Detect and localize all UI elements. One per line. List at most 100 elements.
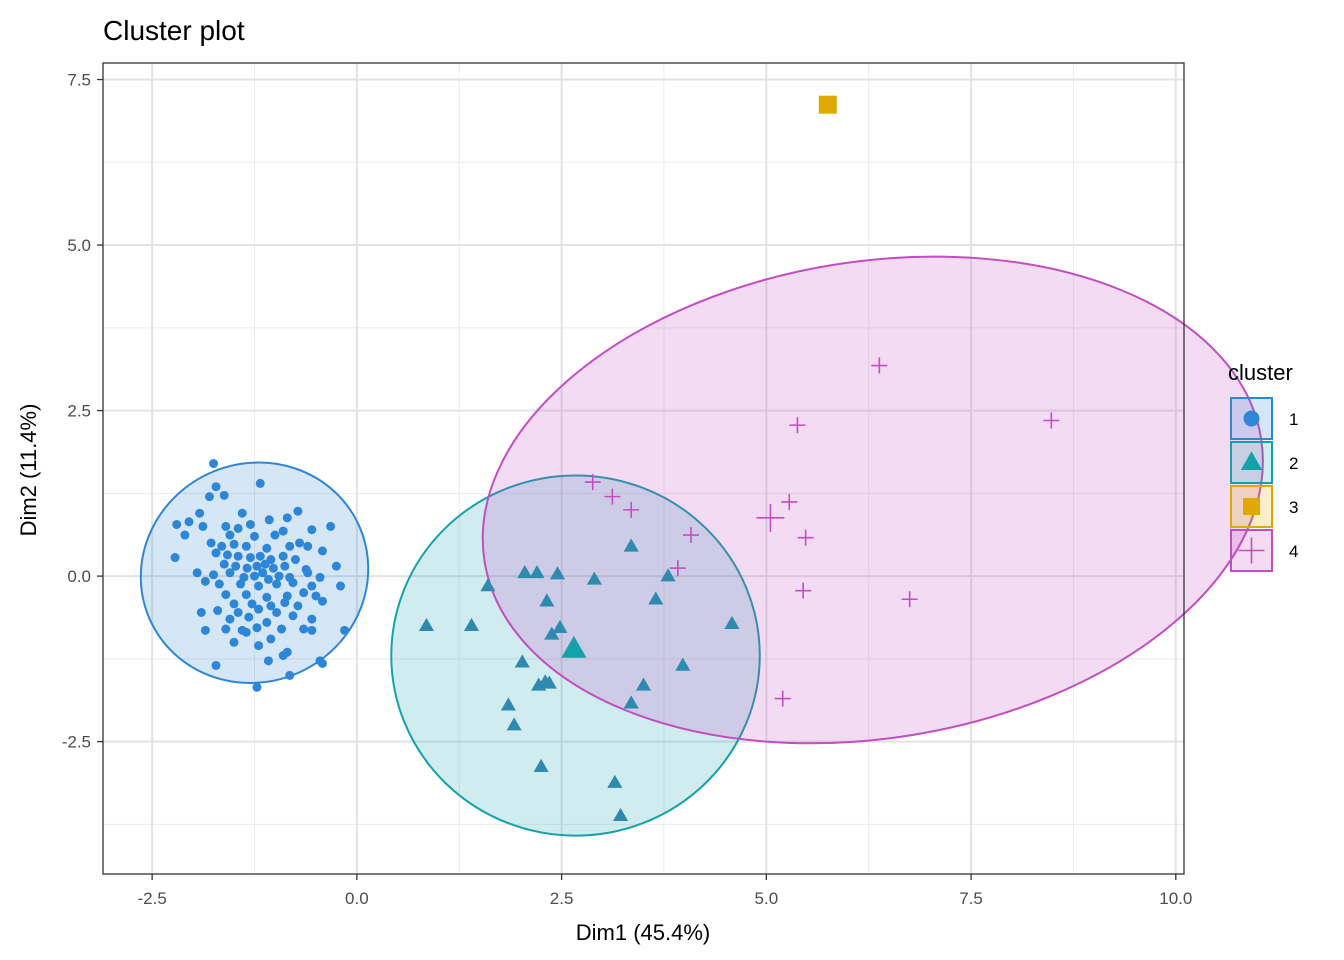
cluster-1-point [252,623,262,633]
cluster-1-point [264,515,274,525]
cluster-4-point [682,527,699,544]
y-tick-label: -2.5 [62,733,91,752]
cluster-1-point [219,559,229,569]
cluster-1-point [233,551,243,561]
legend-label-4: 4 [1289,542,1298,561]
cluster-1-point [196,607,206,617]
cluster-1-point [245,553,255,563]
cluster-2-point [552,619,568,634]
cluster-1-point [263,656,273,666]
cluster-1-point [263,574,273,584]
x-axis: -2.5 0.0 2.5 5.0 7.5 10.0 [137,874,1192,908]
cluster-1-point [277,624,287,634]
cluster-1-point [262,543,272,553]
cluster-1-point [225,568,235,578]
x-axis-title: Dim1 (45.4%) [576,920,710,945]
cluster-1-point [268,563,278,573]
cluster-1-point [254,604,264,614]
cluster-4-point [789,417,806,434]
cluster-1-point [255,551,265,561]
cluster-2-point [500,697,516,711]
cluster-2-point [506,717,522,731]
x-tick-label: 0.0 [345,889,369,908]
cluster-2-point [623,538,639,552]
cluster-1-point [278,651,288,661]
cluster-1-point [229,637,239,647]
cluster-2-point [418,617,435,632]
x-tick-label: -2.5 [137,889,166,908]
cluster-1-point [200,625,210,635]
cluster-1-point [266,634,276,644]
cluster-1-point [278,551,288,561]
cluster-4-point [604,488,621,505]
x-tick-label: 5.0 [755,889,779,908]
legend-label-1: 1 [1289,410,1298,429]
cluster-1-point [180,530,190,540]
cluster-1-point [200,576,210,586]
cluster-1-point [274,571,284,581]
cluster-2-center [561,635,587,658]
plot-area [102,62,1264,875]
data-points [170,95,1060,822]
cluster-1-point [278,526,288,536]
cluster-1-point [266,601,276,611]
y-tick-label: 5.0 [67,236,91,255]
cluster-2-point [607,774,623,788]
cluster-4-point [781,493,798,510]
panel-background [103,63,1184,874]
cluster-1-point [209,570,219,580]
cluster-1-point [219,490,229,500]
x-tick-label: 2.5 [550,889,574,908]
chart-title: Cluster plot [103,15,245,46]
cluster-4-point [669,560,686,577]
cluster-1-point [225,614,235,624]
cluster-2-point [533,758,549,773]
cluster-1-point [222,550,232,560]
legend-label-2: 2 [1289,454,1298,473]
cluster-4-point [901,591,918,608]
cluster-1-point [217,541,227,551]
cluster-1-point [247,599,257,609]
cluster-1-point [307,525,317,535]
cluster-1-point [293,506,303,516]
y-axis: -2.5 0.0 2.5 5.0 7.5 [62,71,103,752]
cluster-1-point [285,541,295,551]
cluster-2-point [613,807,629,822]
cluster-1-point [170,553,180,563]
cluster-1-point [172,519,182,529]
cluster-1-point [221,590,231,600]
cluster-1-point [241,627,251,637]
cluster-1-point [307,625,317,635]
cluster-1-point [285,670,295,680]
cluster-4-point [584,474,601,491]
cluster-1-point [198,521,208,531]
cluster-1-point [270,530,280,540]
cluster-1-point [307,581,317,591]
cluster-1-point [211,660,221,670]
cluster-2-point [635,677,652,691]
cluster-1-point [311,591,321,601]
cluster-1-point [221,624,231,634]
cluster-1-point [245,519,255,529]
cluster-4-point [797,529,814,546]
cluster-1-point [288,611,298,621]
cluster-1-point [242,563,252,573]
cluster-1-point [303,541,313,551]
cluster-1-point [233,607,243,617]
cluster-1-point [288,578,298,588]
cluster-1-point [315,572,325,582]
x-tick-label: 7.5 [959,889,983,908]
cluster-1-point [241,590,251,600]
cluster-1-point [331,561,341,571]
cluster-2-point [586,571,602,585]
cluster-1-point [293,601,303,611]
cluster-1-point [262,592,272,602]
cluster-2-point [623,695,639,709]
cluster-1-point [252,682,262,692]
cluster-4-point [623,501,640,518]
cluster-1-point [184,517,194,527]
legend-key-1-symbol [1243,410,1260,427]
legend-key-2-symbol [1240,451,1263,470]
cluster-1-point [213,606,223,616]
cluster-1-point [317,596,327,606]
